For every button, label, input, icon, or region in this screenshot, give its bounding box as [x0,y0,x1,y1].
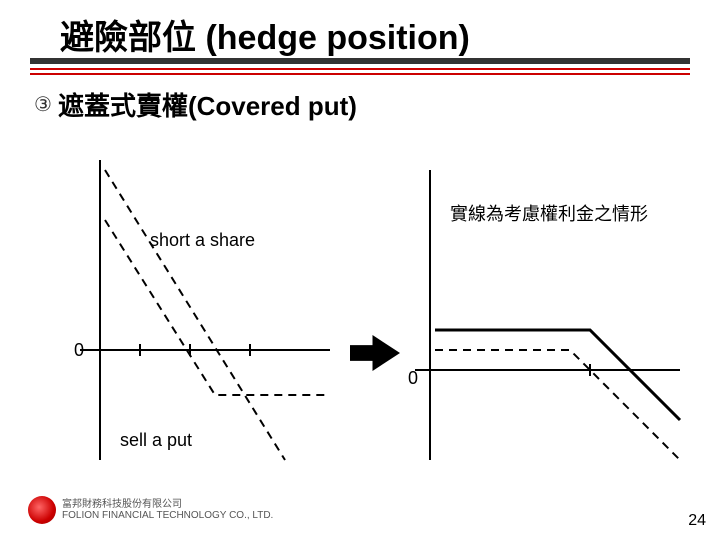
sell-put-label: sell a put [120,430,192,451]
title-underline [30,58,690,64]
title-redline-1 [30,68,690,70]
logo-text: 富邦財務科技股份有限公司 FOLION FINANCIAL TECHNOLOGY… [62,499,273,521]
short-share-label: short a share [150,230,255,251]
bullet-icon: ③ [34,92,52,117]
logo-icon [28,496,56,524]
zero-label-right: 0 [408,368,418,389]
subtitle: 遮蓋式賣權(Covered put) [58,86,357,123]
right-note-label: 實線為考慮權利金之情形 [450,200,648,226]
chart-area: 0 0 short a share sell a put 實線為考慮權利金之情形 [0,140,720,480]
diagram-svg [0,140,720,480]
page-number: 24 [688,512,706,530]
slide-title: 避險部位 (hedge position) [60,10,720,59]
logo-block: 富邦財務科技股份有限公司 FOLION FINANCIAL TECHNOLOGY… [28,496,273,524]
zero-label-left: 0 [74,340,84,361]
subtitle-row: ③ 遮蓋式賣權(Covered put) [34,86,357,123]
title-redline-2 [30,73,690,75]
logo-line1: 富邦財務科技股份有限公司 [62,499,273,510]
logo-line2: FOLION FINANCIAL TECHNOLOGY CO., LTD. [62,510,273,521]
